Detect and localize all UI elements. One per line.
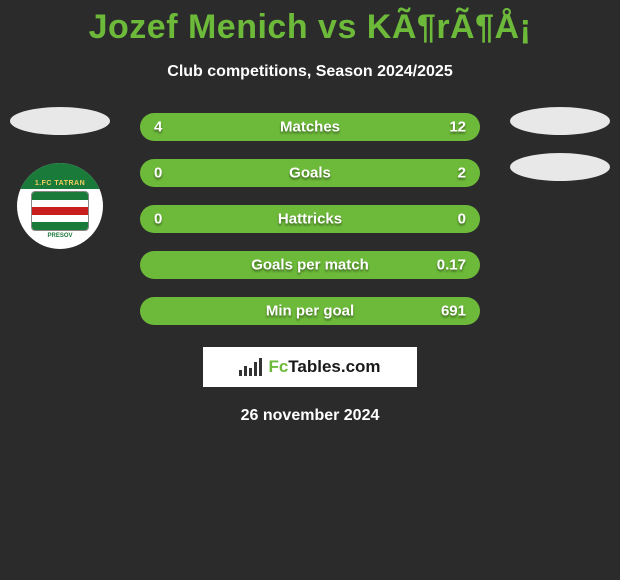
date-label: 26 november 2024	[0, 407, 620, 425]
stat-right-value: 0	[458, 211, 466, 228]
stat-right-value: 691	[441, 303, 466, 320]
bar-chart-icon	[239, 358, 262, 376]
stat-bars: 4 Matches 12 0 Goals 2 0 Hattricks 0 Goa…	[140, 113, 480, 325]
stat-left-value: 0	[154, 165, 162, 182]
stat-bar-hattricks: 0 Hattricks 0	[140, 205, 480, 233]
stat-right-value: 2	[458, 165, 466, 182]
badge-top-text: 1.FC TATRAN	[17, 163, 103, 189]
stat-bar-matches: 4 Matches 12	[140, 113, 480, 141]
page-title: Jozef Menich vs KÃ¶rÃ¶Å¡	[0, 0, 620, 47]
stat-right-value: 0.17	[437, 257, 466, 274]
stat-right-value: 12	[449, 119, 466, 136]
left-player-column: 1.FC TATRAN PRESOV	[10, 107, 110, 249]
stat-label: Matches	[280, 119, 340, 136]
brand-logo[interactable]: FcTables.com	[203, 347, 417, 387]
comparison-panel: 1.FC TATRAN PRESOV 4 Matches 12 0 Goals …	[0, 113, 620, 425]
stat-bar-goals-per-match: Goals per match 0.17	[140, 251, 480, 279]
player-photo-placeholder	[510, 107, 610, 135]
stat-left-value: 0	[154, 211, 162, 228]
brand-text: FcTables.com	[268, 357, 380, 377]
badge-bottom-text: PRESOV	[47, 233, 72, 239]
stat-bar-min-per-goal: Min per goal 691	[140, 297, 480, 325]
badge-shield	[31, 191, 89, 231]
stat-bar-goals: 0 Goals 2	[140, 159, 480, 187]
subtitle: Club competitions, Season 2024/2025	[0, 63, 620, 81]
team-badge-placeholder	[510, 153, 610, 181]
stat-label: Min per goal	[266, 303, 354, 320]
player-photo-placeholder	[10, 107, 110, 135]
right-player-column	[510, 107, 610, 181]
team-badge-left: 1.FC TATRAN PRESOV	[17, 163, 103, 249]
stat-label: Goals	[289, 165, 331, 182]
stat-label: Goals per match	[251, 257, 369, 274]
stat-left-value: 4	[154, 119, 162, 136]
stat-label: Hattricks	[278, 211, 342, 228]
